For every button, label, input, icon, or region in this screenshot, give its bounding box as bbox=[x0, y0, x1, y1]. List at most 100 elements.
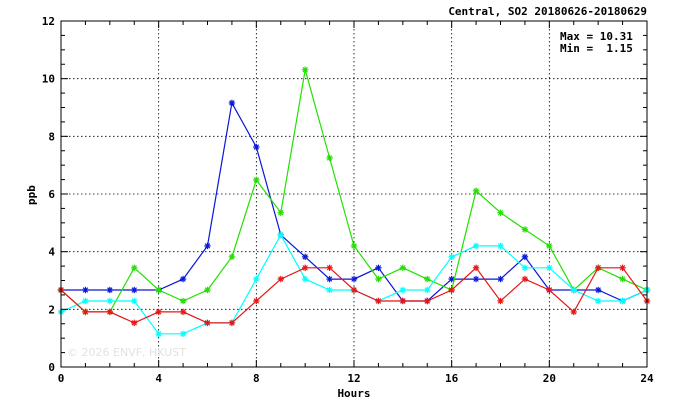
data-point bbox=[472, 264, 480, 272]
data-point bbox=[546, 286, 553, 294]
data-point bbox=[106, 297, 114, 305]
data-point bbox=[301, 264, 309, 272]
marker-stroke bbox=[448, 254, 455, 260]
data-point bbox=[301, 66, 309, 73]
grid-lines bbox=[61, 21, 647, 367]
marker-stroke bbox=[375, 265, 382, 271]
data-point bbox=[448, 253, 455, 261]
marker-stroke bbox=[326, 155, 333, 161]
marker-stroke bbox=[375, 298, 382, 304]
marker-stroke bbox=[302, 276, 308, 282]
data-point bbox=[228, 99, 236, 107]
marker-stroke bbox=[302, 254, 308, 260]
marker-stroke bbox=[351, 243, 357, 249]
data-point bbox=[131, 297, 138, 305]
marker-stroke bbox=[619, 265, 626, 271]
data-point bbox=[326, 264, 333, 272]
chart-title: Central, SO2 20180626-20180629 bbox=[448, 5, 647, 18]
data-point bbox=[521, 275, 529, 283]
x-tick-label: 16 bbox=[445, 372, 459, 385]
marker-stroke bbox=[82, 298, 89, 304]
data-point bbox=[594, 286, 602, 294]
y-tick-label: 10 bbox=[42, 73, 55, 86]
data-point bbox=[131, 319, 138, 327]
data-point bbox=[472, 242, 480, 250]
data-point bbox=[253, 275, 260, 283]
data-point bbox=[619, 297, 626, 305]
series-layer bbox=[57, 66, 651, 338]
data-point bbox=[179, 308, 187, 316]
x-tick-label: 12 bbox=[347, 372, 360, 385]
marker-stroke bbox=[253, 144, 260, 150]
data-point bbox=[253, 176, 260, 184]
series-3 bbox=[57, 264, 651, 327]
data-point bbox=[326, 154, 333, 162]
data-point bbox=[228, 253, 236, 261]
marker-stroke bbox=[253, 177, 260, 183]
marker-stroke bbox=[595, 265, 601, 271]
marker-stroke bbox=[473, 188, 479, 194]
data-point bbox=[155, 286, 162, 294]
data-point bbox=[497, 297, 504, 305]
data-point bbox=[350, 275, 358, 283]
marker-stroke bbox=[448, 276, 455, 282]
marker-stroke bbox=[204, 243, 211, 249]
data-point bbox=[375, 275, 382, 283]
data-point bbox=[619, 264, 626, 272]
marker-stroke bbox=[131, 320, 137, 326]
data-point bbox=[155, 330, 162, 338]
data-point bbox=[619, 275, 626, 283]
data-point bbox=[179, 297, 187, 305]
data-point bbox=[179, 330, 187, 338]
y-tick-label: 12 bbox=[42, 15, 55, 28]
marker-stroke bbox=[497, 298, 504, 304]
x-tick-label: 20 bbox=[543, 372, 556, 385]
marker-stroke bbox=[522, 265, 528, 271]
marker-stroke bbox=[278, 276, 284, 282]
marker-stroke bbox=[497, 210, 504, 216]
marker-stroke bbox=[131, 265, 137, 271]
marker-stroke bbox=[522, 226, 528, 233]
data-point bbox=[570, 286, 577, 294]
marker-stroke bbox=[546, 287, 553, 293]
marker-stroke bbox=[180, 276, 186, 282]
x-axis-title: Hours bbox=[337, 387, 370, 400]
marker-stroke bbox=[400, 287, 406, 293]
marker-stroke bbox=[595, 287, 601, 293]
data-point bbox=[253, 297, 260, 305]
data-point bbox=[350, 286, 358, 294]
marker-stroke bbox=[351, 287, 357, 293]
data-point bbox=[521, 264, 529, 272]
data-point bbox=[399, 286, 407, 294]
y-tick-label: 8 bbox=[48, 130, 55, 143]
marker-stroke bbox=[131, 298, 137, 304]
data-point bbox=[131, 264, 138, 272]
y-tick-label: 2 bbox=[48, 303, 55, 316]
marker-stroke bbox=[571, 287, 577, 293]
marker-stroke bbox=[253, 298, 260, 304]
marker-stroke bbox=[351, 276, 357, 282]
marker-stroke bbox=[107, 309, 113, 315]
data-point bbox=[204, 286, 211, 294]
marker-stroke bbox=[180, 298, 186, 304]
data-point bbox=[424, 286, 431, 294]
data-point bbox=[594, 297, 602, 305]
marker-stroke bbox=[497, 276, 504, 282]
marker-stroke bbox=[131, 287, 137, 293]
marker-stroke bbox=[204, 287, 211, 293]
data-point bbox=[472, 187, 480, 195]
marker-stroke bbox=[253, 276, 260, 282]
marker-stroke bbox=[424, 276, 430, 282]
data-point bbox=[326, 286, 333, 294]
x-tick-label: 0 bbox=[58, 372, 65, 385]
marker-stroke bbox=[326, 276, 333, 282]
marker-stroke bbox=[278, 232, 284, 238]
y-tick-label: 4 bbox=[48, 246, 55, 259]
marker-stroke bbox=[302, 67, 308, 73]
data-point bbox=[82, 286, 89, 294]
min-stat: Min = 1.15 bbox=[560, 42, 633, 55]
watermark: © 2026 ENVF, HKUST bbox=[67, 346, 186, 359]
marker-stroke bbox=[155, 309, 162, 315]
data-point bbox=[326, 275, 333, 283]
